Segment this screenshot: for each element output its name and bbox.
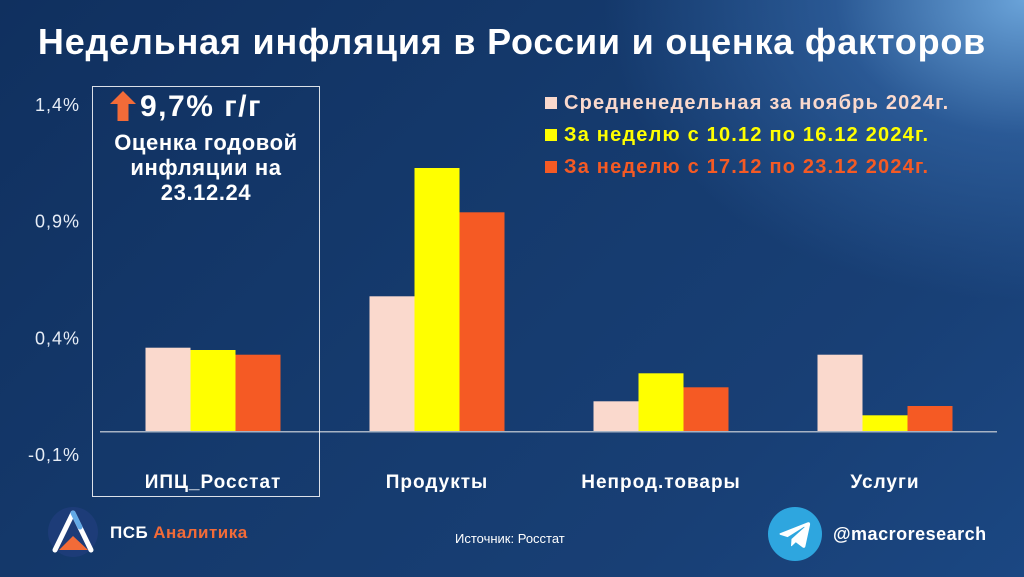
brand-name: ПСБ Аналитика bbox=[110, 522, 248, 544]
chart-bar-series-2-category-4 bbox=[862, 415, 908, 432]
y-tick-label: 1,4% bbox=[35, 95, 80, 115]
chart-bar-series-2-category-1 bbox=[190, 350, 236, 432]
y-tick-label: 0,4% bbox=[35, 328, 80, 348]
chart-title: Недельная инфляция в России и оценка фак… bbox=[37, 21, 987, 62]
chart-bar-series-1-category-1 bbox=[145, 347, 191, 432]
annual-inflation-box: 9,7% г/г Оценка годовой инфляции на 23.1… bbox=[92, 86, 320, 497]
legend-swatch bbox=[545, 97, 557, 109]
y-tick-label: -0,1% bbox=[28, 445, 80, 465]
caption-line: инфляции на bbox=[130, 155, 282, 180]
legend-label: За неделю с 17.12 по 23.12 2024г. bbox=[564, 156, 930, 178]
brand-name-main: ПСБ bbox=[110, 523, 149, 542]
chart-bar-series-2-category-2 bbox=[414, 168, 460, 432]
chart-bar-series-3-category-2 bbox=[459, 212, 505, 432]
telegram-handle: @macroresearch bbox=[833, 524, 987, 544]
legend-item-week-10-16-dec: За неделю с 10.12 по 16.12 2024г. bbox=[545, 119, 949, 151]
y-tick-label: 0,9% bbox=[35, 212, 80, 232]
chart-bar-series-3-category-1 bbox=[235, 354, 281, 432]
legend-label: Средненедельная за ноябрь 2024г. bbox=[564, 92, 950, 114]
legend-swatch bbox=[545, 129, 557, 141]
chart-bar-series-2-category-3 bbox=[638, 373, 684, 432]
source-note: Источник: Росстат bbox=[455, 531, 565, 546]
chart-bar-series-1-category-2 bbox=[369, 296, 415, 432]
x-category-label: Продукты bbox=[386, 472, 489, 493]
legend-label: За неделю с 10.12 по 16.12 2024г. bbox=[564, 124, 930, 146]
x-category-label: ИПЦ_Росстат bbox=[145, 472, 282, 493]
x-category-label: Услуги bbox=[850, 472, 919, 493]
arrow-up-icon bbox=[110, 91, 136, 121]
psb-logo-icon bbox=[48, 507, 98, 557]
telegram-icon bbox=[768, 507, 822, 561]
annual-inflation-value: 9,7% г/г bbox=[140, 90, 263, 123]
legend-item-week-17-23-dec: За неделю с 17.12 по 23.12 2024г. bbox=[545, 151, 949, 183]
brand-name-suffix: Аналитика bbox=[153, 523, 248, 542]
chart-bar-series-1-category-3 bbox=[593, 401, 639, 432]
legend-swatch bbox=[545, 161, 557, 173]
caption-line: 23.12.24 bbox=[160, 180, 252, 205]
x-category-label: Непрод.товары bbox=[581, 472, 741, 493]
chart-bar-series-1-category-4 bbox=[817, 354, 863, 432]
legend-item-november-average: Средненедельная за ноябрь 2024г. bbox=[545, 87, 949, 119]
caption-line: Оценка годовой bbox=[114, 130, 298, 155]
chart-bar-series-3-category-3 bbox=[683, 387, 729, 432]
chart-legend: Средненедельная за ноябрь 2024г. За неде… bbox=[545, 87, 949, 183]
annual-inflation-caption: Оценка годовой инфляции на 23.12.24 bbox=[93, 130, 319, 205]
chart-bar-series-3-category-4 bbox=[907, 406, 953, 432]
